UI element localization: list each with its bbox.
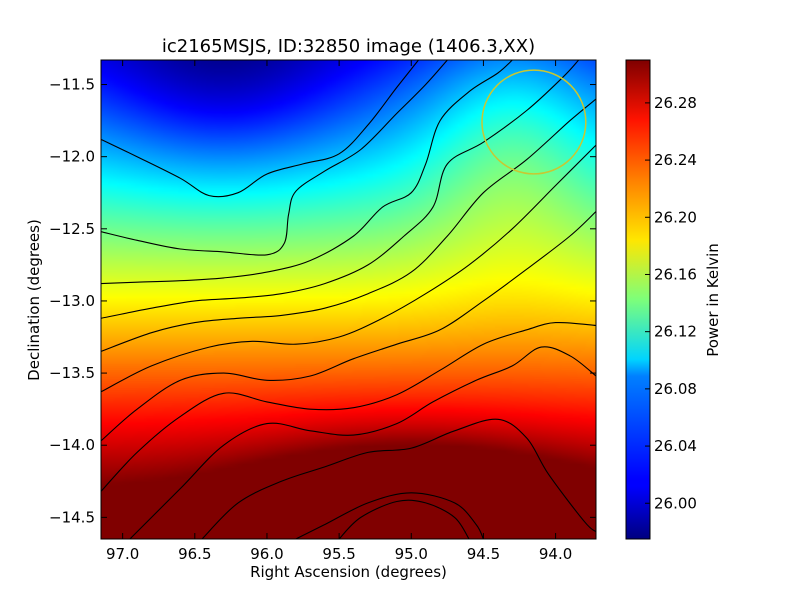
contour-line — [129, 346, 596, 539]
colorbar-tick-label: 26.28 — [654, 94, 697, 112]
x-tick-label: 96.0 — [250, 545, 283, 563]
contour-line — [295, 492, 484, 539]
contour-line — [101, 98, 596, 352]
y-axis: −11.5 −12.0 −12.5 −13.0 −13.5 −14.0 −14.5 — [49, 76, 596, 526]
chart-title: ic2165MSJS, ID:32850 image (1406.3,XX) — [162, 36, 535, 57]
contour-layer — [101, 60, 596, 539]
colorbar-gradient — [625, 59, 651, 540]
colorbar-tick-label: 26.24 — [654, 151, 697, 169]
y-axis-label: Declination (degrees) — [25, 219, 43, 381]
contour-line — [101, 211, 596, 442]
contour-line — [101, 60, 448, 256]
contour-line — [101, 60, 419, 198]
x-tick-label: 96.5 — [178, 545, 211, 563]
colorbar-tick-label: 26.08 — [654, 380, 697, 398]
colorbar-tick-label: 26.20 — [654, 208, 697, 226]
contour-line — [101, 60, 513, 285]
contour-line — [101, 144, 596, 393]
y-tick-label: −13.0 — [49, 292, 95, 310]
colorbar-tick-label: 26.12 — [654, 323, 697, 341]
x-tick-label: 95.0 — [395, 545, 428, 563]
heatmap-image — [101, 60, 596, 539]
y-tick-label: −13.5 — [49, 364, 95, 382]
x-axis-label: Right Ascension (degrees) — [250, 563, 447, 581]
beam-circle — [481, 69, 587, 175]
plot-frame — [100, 59, 597, 540]
contour-line — [101, 60, 580, 319]
colorbar-tick-label: 26.04 — [654, 437, 697, 455]
colorbar: 26.00 26.04 26.08 26.12 26.16 26.20 26.24 26.28 — [625, 59, 697, 540]
y-tick-label: −14.0 — [49, 436, 95, 454]
y-tick-label: −11.5 — [49, 76, 95, 94]
colorbar-label: Power in Kelvin — [704, 243, 722, 357]
x-tick-label: 94.5 — [467, 545, 500, 563]
y-tick-label: −12.5 — [49, 220, 95, 238]
x-axis: 97.0 96.5 96.0 95.5 95.0 94.5 94.0 — [106, 60, 572, 563]
x-tick-label: 95.5 — [322, 545, 355, 563]
colorbar-tick-label: 26.16 — [654, 265, 697, 283]
contour-line — [338, 499, 470, 539]
x-tick-label: 94.0 — [539, 545, 572, 563]
y-tick-label: −12.0 — [49, 148, 95, 166]
colorbar-ticks: 26.00 26.04 26.08 26.12 26.16 26.20 26.24 26.28 — [645, 94, 697, 512]
plot-area — [101, 60, 596, 539]
y-tick-label: −14.5 — [49, 508, 95, 526]
x-tick-label: 97.0 — [106, 545, 139, 563]
contour-line — [101, 321, 596, 492]
colorbar-tick-label: 26.00 — [654, 494, 697, 512]
contour-line — [201, 418, 596, 539]
